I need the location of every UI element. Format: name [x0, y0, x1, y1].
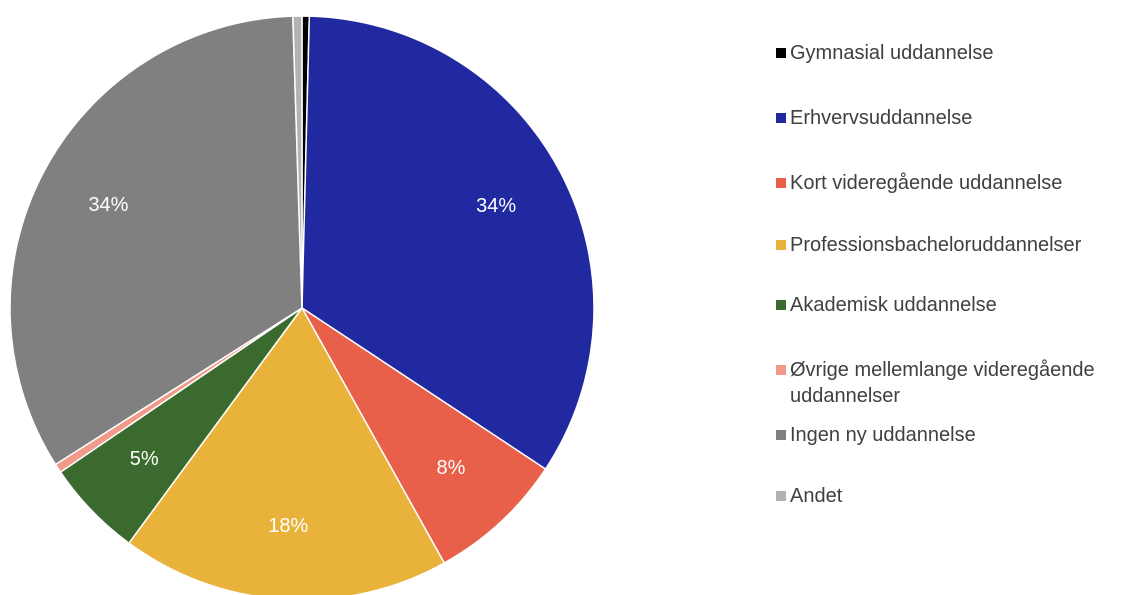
- legend-swatch: [776, 113, 786, 123]
- data-label: 8%: [436, 457, 465, 479]
- legend-item: Ingen ny uddannelse: [776, 422, 1116, 448]
- legend-swatch: [776, 48, 786, 58]
- legend-item: Kort videregående uddannelse: [776, 170, 1116, 196]
- legend-swatch: [776, 430, 786, 440]
- data-label: 18%: [268, 515, 308, 537]
- data-label: 5%: [130, 448, 159, 470]
- legend-swatch: [776, 240, 786, 250]
- pie-slice: [301, 307, 547, 565]
- legend-swatch: [776, 178, 786, 188]
- legend-swatch: [776, 491, 786, 501]
- pie-slice: [292, 15, 303, 309]
- legend-label: Akademisk uddannelse: [790, 294, 997, 316]
- legend-item: Akademisk uddannelse: [776, 292, 1116, 318]
- pie-slice: [9, 15, 303, 466]
- legend-swatch: [776, 365, 786, 375]
- pie-area: 34% 8% 18% 5% 34%: [9, 15, 595, 595]
- data-label: 34%: [476, 195, 516, 217]
- legend-label: Øvrige mellemlange videregående uddannel…: [790, 359, 1095, 407]
- legend-swatch: [776, 300, 786, 310]
- data-label: 34%: [88, 194, 128, 216]
- legend-item: Gymnasial uddannelse: [776, 40, 1116, 66]
- legend-item: Erhvervsuddannelse: [776, 105, 1116, 131]
- legend-label: Ingen ny uddannelse: [790, 424, 976, 446]
- legend-item: Andet: [776, 483, 1116, 509]
- legend-label: Gymnasial uddannelse: [790, 42, 994, 64]
- legend-label: Professionsbacheloruddannelser: [790, 234, 1082, 256]
- legend-label: Kort videregående uddannelse: [790, 172, 1063, 194]
- legend-item: Professionsbacheloruddannelser: [776, 232, 1116, 258]
- legend-label: Andet: [790, 485, 843, 507]
- pie-slice: [127, 306, 446, 595]
- legend-item: Øvrige mellemlange videregående uddannel…: [776, 357, 1116, 409]
- legend-label: Erhvervsuddannelse: [790, 107, 973, 129]
